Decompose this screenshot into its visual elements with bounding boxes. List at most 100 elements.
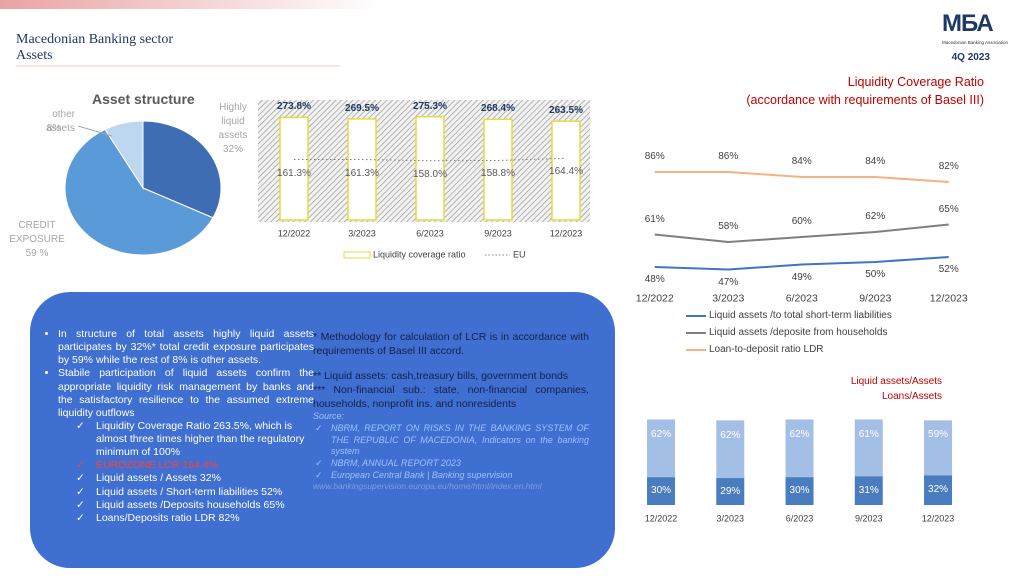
x-tick-label: 6/2023: [416, 228, 444, 239]
data-label: 268.4%: [481, 103, 515, 115]
x-tick-label: 9/2023: [855, 513, 883, 524]
pie-slice: [104, 120, 144, 190]
data-label: 48%: [644, 274, 665, 285]
line: [654, 223, 949, 244]
legend-label: Loan-to-deposit ratio LDR: [709, 344, 824, 355]
x-tick-label: 12/2022: [277, 228, 311, 239]
x-tick-label: 6/2023: [785, 513, 814, 524]
check-item: Liquidity Coverage Ratio 263.5%, which i…: [76, 420, 314, 459]
data-label: 52%: [938, 264, 959, 275]
header-title: Macedonian Banking sector: [16, 32, 174, 47]
note: ** Liquid assets: cash,treasury bills, g…: [313, 370, 569, 383]
x-tick-label: 12/2023: [549, 228, 583, 239]
data-label: 29%: [720, 485, 741, 497]
data-label: 58%: [718, 221, 739, 232]
data-label: 62%: [865, 211, 886, 222]
pie-value: 59 %: [25, 248, 49, 259]
x-tick-label: 3/2023: [348, 228, 376, 239]
bar-segment: [716, 478, 745, 505]
logo: МБА: [942, 10, 994, 37]
bar-segment: [785, 419, 814, 478]
check-item: EUROZONE LCR 164.4%: [76, 459, 314, 472]
pie-title: Asset structure: [92, 91, 195, 107]
data-label: 158.0%: [413, 168, 447, 180]
source: European Central Bank | Banking supervis…: [313, 470, 589, 482]
line: [294, 157, 567, 162]
data-label: 269.5%: [345, 102, 379, 114]
data-label: 161.3%: [345, 167, 379, 179]
bar: [415, 116, 445, 221]
legend-label: Liquid assets /to total short-term liabi…: [709, 310, 892, 321]
notes: * Methodology for calculation of LCR is …: [313, 331, 589, 492]
bar-segment: [647, 419, 676, 478]
pie-label: CREDIT EXPOSURE: [9, 220, 65, 245]
x-tick-label: 12/2022: [644, 513, 678, 524]
data-label: 164.4%: [549, 166, 583, 178]
bar-segment: [924, 420, 953, 476]
legend-label: Liquid assets /deposite from households: [709, 327, 888, 338]
header-subtitle: Assets: [16, 48, 53, 63]
bullet-text: Stabile participation of liquid assets c…: [58, 367, 314, 419]
data-label: 65%: [938, 203, 959, 215]
data-label: 30%: [789, 485, 810, 497]
x-tick-label: 3/2023: [712, 292, 745, 305]
data-label: 60%: [791, 216, 812, 227]
data-label: 62%: [789, 429, 810, 441]
data-label: 82%: [938, 161, 959, 172]
legend-label: Loans/Assets: [881, 391, 942, 402]
data-label: 86%: [644, 151, 665, 162]
data-label: 84%: [865, 156, 886, 167]
pie-label: other assets: [46, 109, 75, 134]
pie-label: Highly liquid assets: [218, 102, 248, 141]
pie-slice: [64, 128, 214, 256]
data-label: 50%: [865, 269, 886, 280]
check-item: Liquid assets /Deposits households 65%: [76, 499, 314, 512]
bar: [551, 120, 581, 221]
data-label: 273.8%: [277, 101, 311, 113]
pie-value: 32%: [222, 144, 244, 155]
leader-line: [77, 125, 113, 137]
bar-segment: [854, 476, 883, 505]
lcr-subtitle: (accordance with requirements of Basel I…: [746, 93, 984, 107]
bullet: In structure of total assets highly liqu…: [58, 328, 314, 367]
data-label: 62%: [651, 429, 672, 441]
check-item: Loans/Deposits ratio LDR 82%: [76, 512, 314, 525]
period: 4Q 2023: [951, 52, 990, 63]
note: * Methodology for calculation of LCR is …: [313, 331, 589, 357]
legend-swatch: [343, 251, 371, 259]
bar-segment: [854, 419, 883, 477]
data-label: 31%: [858, 484, 879, 496]
data-label: 59%: [928, 428, 949, 440]
pie-slice: [142, 120, 222, 219]
check-item: Liquid assets / Assets 32%: [76, 472, 314, 485]
x-tick-label: 9/2023: [484, 228, 512, 239]
logo-subtitle: Macedonian Banking Association: [942, 40, 1009, 45]
source-link[interactable]: www.bankingsupervision.europa.eu/home/ht…: [313, 481, 542, 492]
legend-label: EU: [513, 249, 526, 260]
line: [654, 256, 949, 271]
source-label: Source:: [313, 411, 345, 422]
bar-segment: [647, 477, 676, 505]
x-tick-label: 12/2023: [929, 292, 968, 305]
bar: [347, 118, 377, 221]
legend-label: Liquidity coverage ratio: [373, 249, 466, 260]
source: NBRM, REPORT ON RISKS IN THE BANKING SYS…: [313, 423, 589, 458]
data-label: 49%: [791, 271, 812, 283]
bar: [279, 116, 309, 221]
check-item: Liquid assets / Short-term liabilities 5…: [76, 486, 314, 499]
note: *** Non-financial sub.: state, non-finan…: [313, 383, 589, 410]
data-label: 161.3%: [277, 167, 311, 179]
data-label: 30%: [651, 485, 672, 497]
data-label: 263.5%: [549, 105, 583, 117]
data-label: 61%: [644, 213, 665, 225]
bar-segment: [716, 420, 745, 479]
source: NBRM, ANNUAL REPORT 2023: [313, 458, 589, 470]
x-tick-label: 12/2022: [635, 292, 674, 305]
data-label: 86%: [718, 151, 739, 162]
bar-segment: [924, 475, 953, 505]
data-label: 47%: [718, 276, 739, 288]
data-label: 275.3%: [413, 100, 447, 112]
data-label: 61%: [858, 428, 879, 440]
x-tick-label: 9/2023: [859, 292, 892, 305]
